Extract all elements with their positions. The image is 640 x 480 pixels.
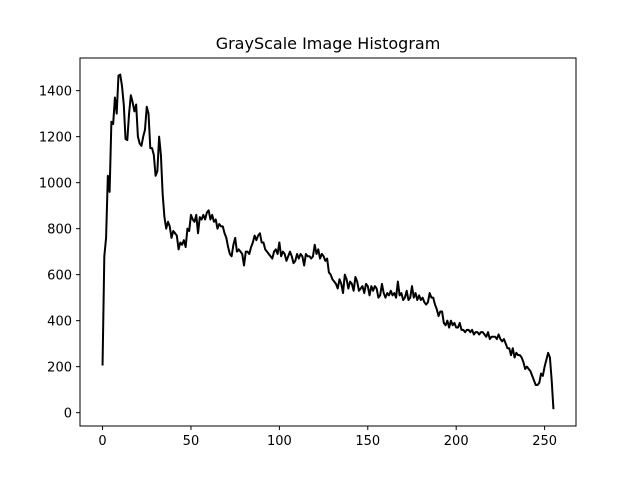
y-tick-label: 1400 bbox=[39, 85, 72, 100]
chart-title: GrayScale Image Histogram bbox=[216, 34, 441, 53]
y-tick-label: 1200 bbox=[39, 131, 72, 146]
x-tick-label: 200 bbox=[444, 434, 469, 449]
y-tick-label: 400 bbox=[47, 315, 72, 330]
x-tick-label: 0 bbox=[98, 434, 106, 449]
y-tick-label: 800 bbox=[47, 223, 72, 238]
data-line bbox=[101, 73, 555, 410]
x-tick-label: 250 bbox=[532, 434, 557, 449]
y-tick-label: 0 bbox=[64, 407, 72, 422]
x-tick-label: 100 bbox=[267, 434, 292, 449]
axes-frame bbox=[79, 57, 577, 427]
y-tick-label: 600 bbox=[47, 269, 72, 284]
y-tick-label: 200 bbox=[47, 361, 72, 376]
x-tick-label: 50 bbox=[183, 434, 200, 449]
x-tick-label: 150 bbox=[355, 434, 380, 449]
y-tick-label: 1000 bbox=[39, 177, 72, 192]
